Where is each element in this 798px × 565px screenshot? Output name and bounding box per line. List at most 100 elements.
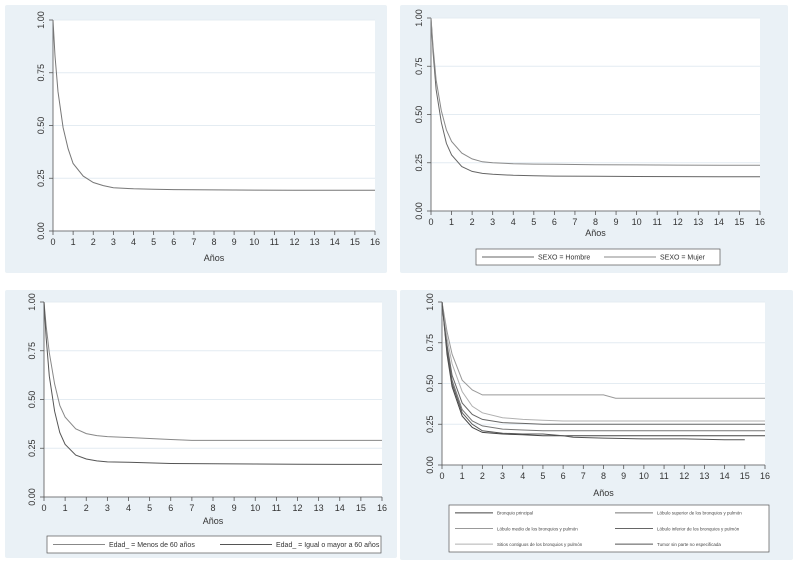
y-tick-label: 1.00 — [425, 293, 435, 311]
x-tick-label: 4 — [511, 217, 516, 227]
x-tick-label: 1 — [63, 503, 68, 513]
x-axis-title: Años — [585, 228, 606, 238]
x-tick-label: 4 — [520, 471, 525, 481]
series-line-2 — [43, 301, 382, 465]
survival-chart-by-age: 0.000.250.500.751.000 1 2 3 4 5 6 7 8 9 10 11 12 13 14… — [27, 293, 387, 554]
y-tick-label: 0.25 — [27, 439, 37, 457]
x-tick-label: 10 — [250, 503, 260, 513]
x-tick-label: 0 — [428, 217, 433, 227]
x-tick-label: 5 — [540, 471, 545, 481]
series-line-2 — [441, 301, 765, 432]
chart-panel-sex: 0.00 0.25 0.50 0.75 1.00 0 1 2 3 4 5 6 7 8 9 10 11 12 13 14… — [400, 5, 788, 273]
x-tick-label: 16 — [755, 217, 765, 227]
x-tick-label: 1 — [449, 217, 454, 227]
x-tick-label: 2 — [480, 471, 485, 481]
y-tick-label: 0.00 — [27, 488, 37, 506]
x-tick-label: 14 — [335, 503, 345, 513]
survival-chart-by-sex: 0.000.250.500.751.000 1 2 3 4 5 6 7 8 9 10 11 12 13 14… — [414, 9, 765, 266]
x-tick-label: 11 — [272, 503, 281, 513]
x-tick-label: 14 — [714, 217, 724, 227]
x-tick-label: 8 — [211, 237, 216, 247]
x-tick-label: 3 — [105, 503, 110, 513]
y-tick-label: 0.25 — [36, 169, 46, 187]
x-tick-label: 13 — [310, 237, 320, 247]
x-tick-label: 8 — [601, 471, 606, 481]
legend-label: SEXO = Mujer — [660, 255, 706, 262]
legend-label: SEXO = Hombre — [538, 255, 590, 262]
x-tick-label: 12 — [292, 503, 302, 513]
x-tick-label: 10 — [249, 237, 259, 247]
y-tick-label: 0.25 — [425, 415, 435, 433]
y-tick-label: 0.50 — [27, 391, 37, 409]
y-tick-label: 0.50 — [414, 106, 424, 124]
x-tick-label: 14 — [720, 471, 730, 481]
x-tick-label: 7 — [581, 471, 586, 481]
x-tick-label: 0 — [41, 503, 46, 513]
y-tick-label: 1.00 — [27, 293, 37, 311]
series-line-1 — [43, 301, 382, 441]
x-tick-label: 6 — [552, 217, 557, 227]
legend-label: Edad_ = Menos de 60 años — [109, 542, 195, 549]
x-tick-label: 15 — [740, 471, 750, 481]
y-tick-label: 0.75 — [425, 334, 435, 352]
y-tick-label: 0.50 — [36, 117, 46, 135]
chart-panel-location: 0.00 0.25 0.50 0.75 1.00 0 1 2 3 4 5 6 7 8 9 10 11 12 13 14… — [400, 290, 793, 560]
x-tick-label: 9 — [621, 471, 626, 481]
survival-chart-by-tumor-location: 0.000.250.500.751.000 1 2 3 4 5 6 7 8 9 10 11 12 13 14… — [425, 293, 770, 553]
x-tick-label: 16 — [377, 503, 387, 513]
x-tick-label: 6 — [561, 471, 566, 481]
x-tick-label: 15 — [734, 217, 744, 227]
y-tick-label: 0.75 — [414, 57, 424, 75]
x-tick-label: 5 — [147, 503, 152, 513]
legend-label: Bronquio principal — [497, 511, 533, 516]
x-tick-label: 0 — [50, 237, 55, 247]
x-tick-label: 8 — [210, 503, 215, 513]
series-line-3 — [441, 301, 765, 399]
legend-box — [448, 504, 770, 553]
x-axis-title: Años — [204, 253, 225, 263]
legend-label: Lóbulo inferior de los bronquios y pulmó… — [657, 526, 740, 531]
x-tick-label: 3 — [490, 217, 495, 227]
x-tick-label: 1 — [460, 471, 465, 481]
series-line-5 — [441, 301, 765, 422]
series-line-2 — [430, 17, 760, 166]
x-tick-label: 11 — [659, 471, 668, 481]
x-tick-label: 13 — [699, 471, 709, 481]
x-tick-label: 2 — [91, 237, 96, 247]
x-tick-label: 9 — [232, 237, 237, 247]
legend-label: Edad_ = Igual o mayor a 60 años — [276, 542, 380, 549]
x-tick-label: 7 — [189, 503, 194, 513]
legend-label: Lóbulo superior de los bronquios y pulmó… — [657, 511, 742, 516]
chart-panel-age: 0.00 0.25 0.50 0.75 1.00 0 1 2 3 4 5 6 7 8 9 10 11 12 13 14… — [5, 290, 397, 558]
x-tick-label: 11 — [270, 237, 279, 247]
x-tick-label: 2 — [470, 217, 475, 227]
legend-label: Lóbulo medio de los bronquios y pulmón — [497, 526, 578, 531]
legend-box — [46, 535, 382, 554]
y-tick-label: 1.00 — [414, 9, 424, 27]
x-tick-label: 7 — [572, 217, 577, 227]
x-tick-label: 12 — [289, 237, 299, 247]
x-tick-label: 10 — [632, 217, 642, 227]
x-axis-title: Años — [203, 516, 224, 526]
x-tick-label: 4 — [131, 237, 136, 247]
chart-panel-overall: 0.00 0.25 0.50 0.75 1.00 0 1 2 3 4 5 6 7 8 9 10 11 12 13 14… — [5, 5, 387, 273]
x-tick-label: 10 — [639, 471, 649, 481]
x-tick-label: 1 — [71, 237, 76, 247]
y-tick-label: 0.00 — [414, 202, 424, 220]
y-tick-label: 0.75 — [27, 342, 37, 360]
y-tick-label: 0.50 — [425, 375, 435, 393]
x-tick-label: 11 — [653, 217, 662, 227]
x-tick-label: 4 — [126, 503, 131, 513]
y-tick-label: 0.00 — [36, 222, 46, 240]
series-line-6 — [441, 301, 745, 441]
x-tick-label: 12 — [673, 217, 683, 227]
y-tick-label: 0.00 — [425, 456, 435, 474]
x-tick-label: 16 — [370, 237, 380, 247]
x-tick-label: 9 — [232, 503, 237, 513]
x-tick-label: 5 — [531, 217, 536, 227]
y-tick-label: 0.25 — [414, 154, 424, 172]
x-tick-label: 14 — [330, 237, 340, 247]
x-tick-label: 8 — [593, 217, 598, 227]
x-tick-label: 6 — [171, 237, 176, 247]
x-tick-label: 15 — [350, 237, 360, 247]
